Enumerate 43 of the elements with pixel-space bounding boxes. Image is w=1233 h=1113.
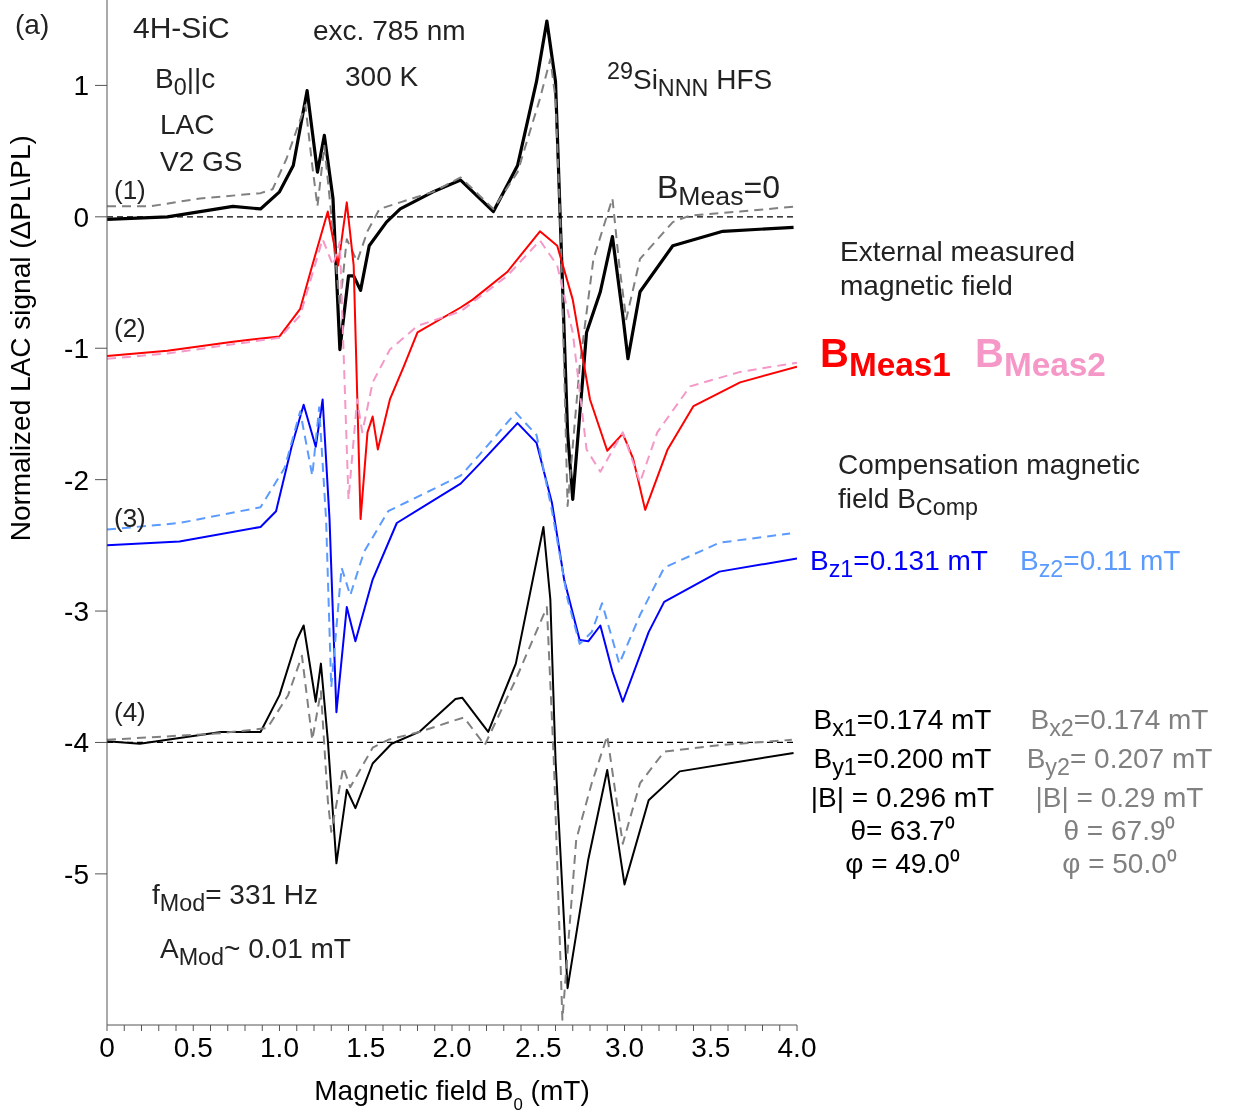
- series-label: B$_{Meas1}$: [820, 330, 951, 385]
- y-tick-label: -1: [64, 333, 89, 365]
- series-label: B$_{z1}$=0.131 mT: [810, 544, 988, 584]
- x-tick-label: 3.0: [605, 1032, 644, 1063]
- annotation: 300 K: [345, 60, 419, 94]
- x-tick-label: 0.5: [173, 1032, 213, 1063]
- annotation: B$_{0}$||c: [155, 62, 216, 102]
- y-tick-label: -2: [64, 464, 89, 496]
- y-tick-label: 1: [73, 70, 89, 102]
- annotation: B$_{Meas}$=0: [657, 168, 781, 213]
- y-axis-title: Normalized LAC signal (ΔPL\PL): [5, 135, 36, 542]
- annotation: (2): [114, 313, 146, 345]
- y-tick-label: -3: [64, 596, 89, 628]
- annotation: LAC: [160, 108, 215, 142]
- x-tick-label: 1.0: [260, 1032, 299, 1063]
- annotation: V2 GS: [160, 145, 243, 179]
- annotation: (4): [114, 697, 146, 729]
- annotation: $^{29}$Si$_{NNN}$ HFS: [607, 58, 773, 103]
- annotation: f$_{Mod}$= 331 Hz: [152, 878, 319, 918]
- annotation: A$_{Mod}$~ 0.01 mT: [160, 932, 351, 972]
- text: (a): [15, 8, 50, 42]
- y-tick-label: -4: [64, 727, 89, 759]
- annotation: exc. 785 nm: [313, 14, 466, 48]
- annotation: (1): [114, 175, 146, 207]
- x-axis-title: Magnetic field B$_{0}$ (mT): [314, 1075, 590, 1113]
- x-tick-label: 1.5: [346, 1032, 386, 1063]
- x-tick-label: 2.0: [432, 1032, 472, 1063]
- x-tick-label: 3.5: [691, 1032, 731, 1063]
- x-tick-label: 0: [99, 1032, 115, 1063]
- text: B$_{x1}$=0.174 mT B$_{y1}$=0.200 mT |B| = 0.296 mT θ= 63.7⁰ φ = 49.0⁰: [810, 704, 995, 880]
- text: B$_{x2}$=0.174 mT B$_{y2}$= 0.207 mT |B| = 0.29 mT θ = 67.9⁰ φ = 50.0⁰: [1026, 704, 1213, 880]
- x-tick-label: 2..5: [514, 1032, 562, 1063]
- y-tick-label: -5: [64, 858, 89, 890]
- text: B$_{z2}$=0.11 mT: [1020, 544, 1181, 584]
- y-tick-label: 0: [73, 201, 89, 233]
- annotation: (3): [114, 503, 146, 535]
- line-series: [107, 238, 797, 501]
- text: External measured magnetic field: [840, 235, 1076, 303]
- text: B$_{Meas2}$: [975, 330, 1106, 385]
- line-series: [107, 606, 793, 1021]
- text: Compensation magnetic field B$_{Comp}$: [838, 448, 1141, 522]
- annotation: 4H-SiC: [133, 10, 230, 46]
- x-tick-label: 4.0: [777, 1032, 817, 1063]
